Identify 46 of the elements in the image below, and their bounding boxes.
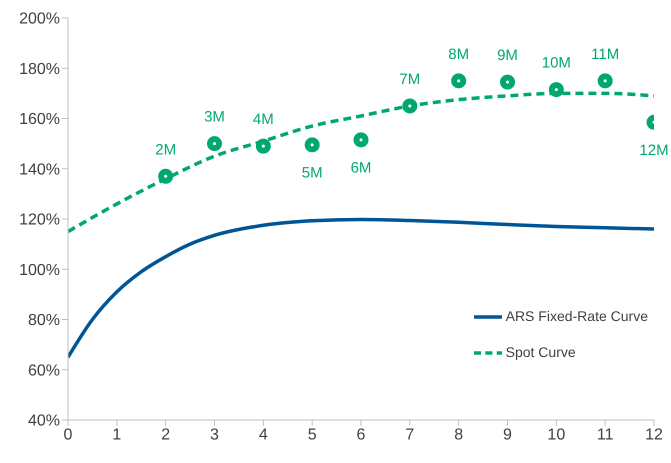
x-tick-label: 12	[645, 426, 663, 444]
y-tick-label: 160%	[19, 111, 60, 128]
x-tick-label: 4	[258, 426, 268, 444]
annotation: 8M	[448, 46, 470, 63]
annotation: 3M	[204, 108, 225, 126]
x-tick-label: 11	[596, 426, 614, 444]
x-tick-label: 3	[210, 426, 220, 444]
y-tick-label: 120%	[19, 212, 60, 229]
y-tick-label: 140%	[19, 161, 60, 178]
annotation: 12M	[639, 142, 669, 159]
annotation: 11M	[591, 46, 620, 63]
point	[158, 168, 174, 184]
x-tick-label: 0	[64, 426, 73, 444]
x-tick-label: 8	[454, 426, 464, 444]
x-tick-label: 9	[503, 426, 512, 444]
x-tick-label: 10	[547, 426, 566, 444]
annotation: 5M	[302, 164, 323, 182]
x-tick-label: 7	[405, 426, 414, 444]
legend-label: Spot Curve	[506, 344, 576, 360]
annotation: 4M	[252, 111, 274, 128]
point	[548, 82, 564, 98]
legend-label: ARS Fixed-Rate Curve	[506, 308, 648, 324]
annotation: 10M	[542, 54, 571, 72]
y-tick-label: 200%	[19, 10, 60, 28]
annotation: 6M	[350, 160, 372, 177]
y-tick-label: 40%	[28, 412, 60, 430]
point	[402, 98, 418, 114]
point	[500, 74, 515, 90]
point	[598, 73, 613, 88]
annotation: 2M	[155, 141, 176, 158]
x-tick-label: 6	[356, 426, 366, 444]
annotation: 9M	[497, 47, 518, 64]
x-tick-label: 2	[161, 426, 170, 444]
point	[354, 132, 368, 148]
y-tick-label: 100%	[19, 262, 60, 279]
y-tick-label: 80%	[28, 312, 60, 330]
point	[451, 73, 466, 88]
y-tick-label: 180%	[19, 60, 60, 78]
point	[304, 137, 320, 152]
annotation: 7M	[399, 70, 420, 88]
x-tick-label: 5	[308, 426, 317, 444]
y-tick-label: 60%	[28, 362, 60, 380]
point	[256, 138, 271, 154]
point	[207, 136, 222, 152]
line-series	[68, 218, 654, 359]
x-tick-label: 1	[112, 426, 122, 444]
